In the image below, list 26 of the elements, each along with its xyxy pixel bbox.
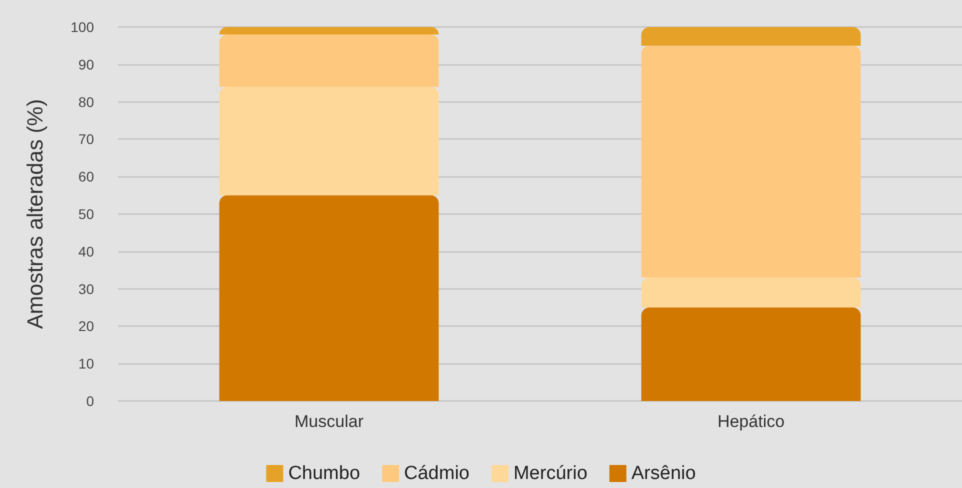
y-tick-label: 40 [78,243,94,260]
bar [219,195,439,401]
y-tick-label: 10 [78,356,94,372]
bar [219,27,439,34]
legend-label: Arsênio [631,463,696,484]
y-tick-label: 50 [78,206,94,222]
y-tick-label: 0 [86,393,94,409]
x-tick-label: Muscular [294,412,364,431]
y-tick-label: 20 [78,318,94,334]
bar [641,278,861,308]
legend-label: Mercúrio [513,463,588,484]
bar [641,27,861,46]
y-axis-title: Amostras alteradas (%) [22,99,48,329]
legend-label: Chumbo [288,463,360,484]
bar [641,308,861,401]
legend-label: Cádmio [404,463,470,484]
y-tick-label: 90 [78,56,94,72]
bar [641,46,861,278]
x-tick-label: Hepático [717,412,785,431]
bar [219,34,439,87]
y-tick-label: 80 [78,94,94,110]
y-tick-label: 30 [78,280,94,297]
y-tick-label: 60 [78,168,94,185]
y-tick-label: 100 [70,19,94,35]
y-tick-label: 70 [78,131,94,148]
bar [219,86,439,196]
